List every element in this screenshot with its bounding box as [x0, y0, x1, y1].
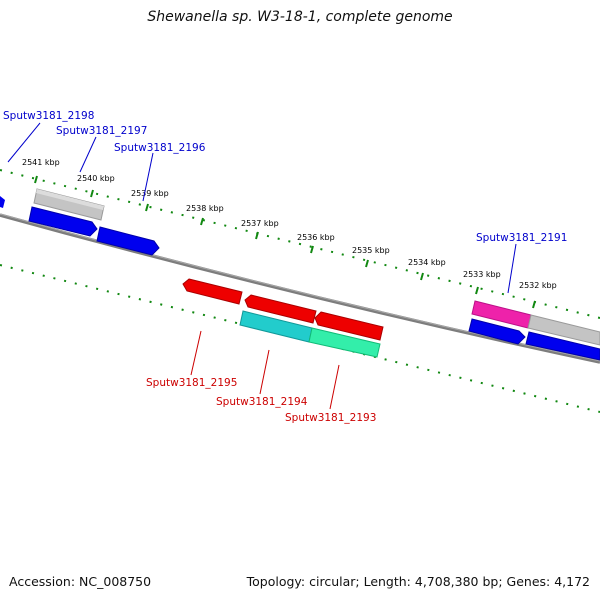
- accession-label: Accession:: [9, 574, 76, 589]
- major-ticks: [34, 175, 536, 309]
- gene-label-2197[interactable]: Sputw3181_2197: [56, 125, 147, 137]
- gene-label-2194[interactable]: Sputw3181_2194: [216, 396, 308, 408]
- gene-label-2195[interactable]: Sputw3181_2195: [146, 377, 237, 389]
- gene-label-2193[interactable]: Sputw3181_2193: [285, 412, 376, 424]
- forward-features: [0, 188, 600, 361]
- reverse-features: [182, 278, 384, 358]
- feature-gray-2197-highlight: [36, 189, 104, 210]
- scale-labels: 2541 kbp 2540 kbp 2539 kbp 2538 kbp 2537…: [22, 158, 557, 290]
- tick-label-2535: 2535 kbp: [352, 246, 390, 255]
- feature-gray-2191[interactable]: [527, 314, 600, 346]
- tick-label-2538: 2538 kbp: [186, 204, 224, 213]
- tick-label-2532: 2532 kbp: [519, 281, 557, 290]
- feature-blue-2191[interactable]: [468, 318, 526, 345]
- tick-label-2533: 2533 kbp: [463, 270, 501, 279]
- gene-label-2191[interactable]: Sputw3181_2191: [476, 232, 567, 244]
- feature-blue-right[interactable]: [525, 331, 600, 361]
- tick-label-2541: 2541 kbp: [22, 158, 60, 167]
- gene-label-2196[interactable]: Sputw3181_2196: [114, 142, 206, 154]
- feature-green-2193[interactable]: [308, 327, 381, 358]
- outer-ruler: [0, 169, 600, 319]
- reverse-leader-lines: [190, 330, 340, 410]
- tick-label-2540: 2540 kbp: [77, 174, 115, 183]
- feature-red-2193[interactable]: [314, 311, 384, 341]
- topology-info: Topology: circular; Length: 4,708,380 bp…: [246, 574, 590, 589]
- feature-blue-2196[interactable]: [96, 226, 160, 256]
- gene-label-2198[interactable]: Sputw3181_2198: [3, 110, 94, 122]
- feature-red-2194[interactable]: [244, 294, 317, 324]
- accession-info: Accession: NC_008750: [9, 574, 151, 589]
- accession-value: NC_008750: [79, 574, 152, 589]
- tick-label-2539: 2539 kbp: [131, 189, 169, 198]
- tick-label-2537: 2537 kbp: [241, 219, 279, 228]
- tick-label-2536: 2536 kbp: [297, 233, 335, 242]
- forward-leader-lines: [7, 122, 517, 294]
- feature-red-2195[interactable]: [182, 278, 243, 305]
- map-title: Shewanella sp. W3-18-1, complete genome: [147, 9, 453, 25]
- feature-left-edge-blue[interactable]: [0, 196, 5, 208]
- feature-blue-2197[interactable]: [28, 206, 98, 237]
- tick-label-2534: 2534 kbp: [408, 258, 446, 267]
